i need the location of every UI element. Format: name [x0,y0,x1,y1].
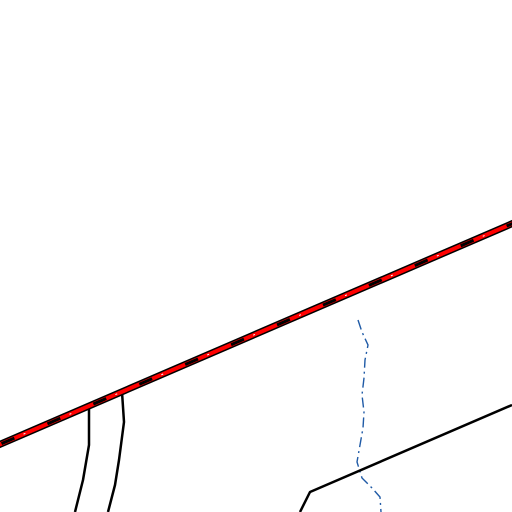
road-diagonal [298,403,512,512]
railway-center [0,221,512,447]
stream-line [356,319,382,512]
road-branch-left [73,406,91,512]
road-branch-right [106,391,126,512]
